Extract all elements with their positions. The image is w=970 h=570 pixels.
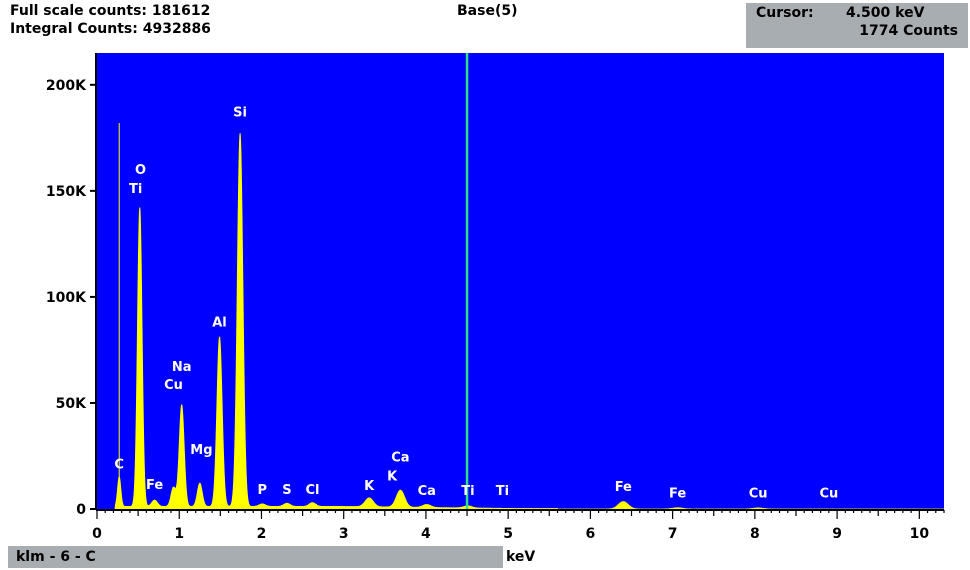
element-label: S	[282, 483, 291, 498]
element-label: Cu	[819, 486, 838, 501]
element-label: K	[387, 469, 398, 484]
y-tick-label: 0	[76, 502, 86, 518]
full-scale-counts: Full scale counts: 181612	[10, 3, 211, 19]
element-label: Ti	[129, 182, 142, 197]
element-label: P	[258, 483, 268, 498]
element-label: Mg	[190, 443, 212, 458]
element-label: K	[364, 479, 375, 494]
x-tick-label: 2	[257, 526, 267, 542]
x-tick-label: 6	[586, 526, 596, 542]
element-label: Cu	[749, 486, 768, 501]
cursor-readout-panel: Cursor: 4.500 keV 1774 Counts	[746, 3, 968, 48]
cursor-counts: 1774 Counts	[859, 23, 958, 39]
x-tick-label: 8	[750, 526, 760, 542]
element-label: Cu	[164, 378, 183, 393]
element-label: Ti	[461, 484, 474, 499]
y-tick-label: 50K	[56, 396, 87, 412]
x-tick-label: 0	[92, 526, 102, 542]
element-label: Ca	[418, 484, 436, 499]
element-label: Fe	[669, 486, 686, 501]
x-tick-label: 3	[339, 526, 349, 542]
element-label: O	[135, 163, 146, 178]
y-tick-label: 100K	[46, 290, 87, 306]
spectrum-title: Base(5)	[457, 3, 518, 19]
y-tick-label: 200K	[46, 78, 87, 94]
element-label: Cl	[305, 483, 319, 498]
spectrum-chart[interactable]: C O Ti Si Al Na Cu Mg Fe P S Cl K Ca K Ca Ti Ti Fe Fe Cu Cu 0 5…	[0, 0, 970, 546]
x-tick-label: 9	[832, 526, 842, 542]
element-label: Al	[212, 316, 227, 331]
element-label: Na	[172, 360, 192, 375]
plot-area[interactable]	[97, 53, 944, 509]
integral-counts: Integral Counts: 4932886	[10, 21, 211, 37]
x-tick-label: 7	[668, 526, 678, 542]
x-axis-unit-label: keV	[506, 549, 536, 565]
element-label: Si	[233, 106, 247, 121]
x-tick-label: 1	[174, 526, 184, 542]
cursor-energy: 4.500 keV	[846, 5, 925, 21]
element-label: C	[114, 458, 124, 473]
element-label: Ti	[496, 484, 509, 499]
element-label: Fe	[146, 478, 163, 493]
element-label: Ca	[391, 450, 409, 465]
sample-name-bar: klm - 6 - C	[8, 546, 503, 568]
x-tick-label: 10	[910, 526, 930, 542]
x-tick-label: 5	[503, 526, 513, 542]
sample-label: klm - 6 - C	[16, 549, 96, 565]
element-label: Fe	[615, 480, 632, 495]
x-tick-label: 4	[421, 526, 431, 542]
y-tick-label: 150K	[46, 184, 87, 200]
cursor-label: Cursor:	[756, 5, 814, 21]
